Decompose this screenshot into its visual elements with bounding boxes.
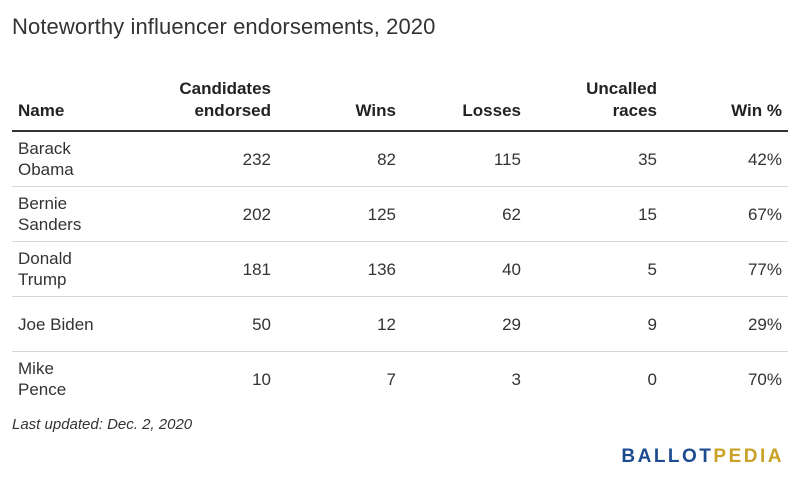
cell-name: Mike Pence <box>12 352 132 407</box>
column-header-wins: Wins <box>277 78 402 132</box>
cell-name-text: Bernie Sanders <box>18 194 82 234</box>
table-row: Joe Biden 50 12 29 9 29% <box>12 296 788 352</box>
cell-losses: 62 <box>402 186 527 242</box>
cell-candidates-endorsed: 232 <box>132 131 277 187</box>
table-row: Donald Trump 181 136 40 5 77% <box>12 241 788 297</box>
column-header-losses: Losses <box>402 78 527 132</box>
cell-win-percent: 42% <box>663 131 788 187</box>
cell-candidates-endorsed: 10 <box>252 369 271 389</box>
cell-name: Joe Biden <box>12 296 132 352</box>
cell-uncalled-races: 15 <box>527 186 663 242</box>
cell-losses: 29 <box>402 296 527 352</box>
cell-wins: 7 <box>386 369 396 389</box>
column-header-uncalled-races: Uncalled races <box>527 78 663 132</box>
chart-title: Noteworthy influencer endorsements, 2020 <box>12 14 436 39</box>
cell-candidates-endorsed: 202 <box>132 186 277 242</box>
cell-win-percent: 70% <box>747 369 782 389</box>
cell-name: Donald Trump <box>12 241 132 297</box>
cell-uncalled-races: 35 <box>527 131 663 187</box>
cell-name-text: Barack Obama <box>18 139 74 179</box>
column-header-candidates-endorsed: Candidates endorsed <box>132 78 277 132</box>
cell-wins: 82 <box>277 131 402 187</box>
last-updated-note: Last updated: Dec. 2, 2020 <box>12 416 193 433</box>
cell-name-text: Donald Trump <box>18 249 72 289</box>
cell-name: Barack Obama <box>12 131 132 187</box>
table-row: Barack Obama 232 82 115 35 42% <box>12 131 788 187</box>
cell-wins: 125 <box>277 186 402 242</box>
cell-win-percent: 67% <box>663 186 788 242</box>
cell-wins: 12 <box>277 296 402 352</box>
cell-uncalled-races: 5 <box>527 241 663 297</box>
cell-losses: 40 <box>402 241 527 297</box>
cell-candidates-endorsed: 181 <box>132 241 277 297</box>
header-row: Name Candidates endorsed Wins Losses Unc… <box>12 78 788 132</box>
table-row: Bernie Sanders 202 125 62 15 67% <box>12 186 788 242</box>
cell-name-text: Mike Pence <box>18 359 67 399</box>
column-header-name: Name <box>12 78 132 132</box>
cell-uncalled-races: 0 <box>647 369 657 389</box>
cell-wins: 136 <box>277 241 402 297</box>
ballotpedia-logo: BALLOTPEDIA <box>621 446 784 468</box>
cell-losses: 115 <box>402 131 527 187</box>
cell-win-percent: 29% <box>663 296 788 352</box>
cell-win-percent: 77% <box>663 241 788 297</box>
cell-uncalled-races: 9 <box>527 296 663 352</box>
cell-name: Bernie Sanders <box>12 186 132 242</box>
cell-name-text: Joe Biden <box>18 314 94 334</box>
table-row: Mike Pence 10 7 3 0 70% <box>12 352 788 407</box>
logo-text-pedia: PEDIA <box>713 446 784 467</box>
cell-candidates-endorsed: 50 <box>132 296 277 352</box>
logo-text-ballot: BALLOT <box>621 446 714 467</box>
cell-losses: 3 <box>511 369 521 389</box>
endorsements-table: Name Candidates endorsed Wins Losses Unc… <box>12 78 788 406</box>
column-header-win-percent: Win % <box>663 78 788 132</box>
